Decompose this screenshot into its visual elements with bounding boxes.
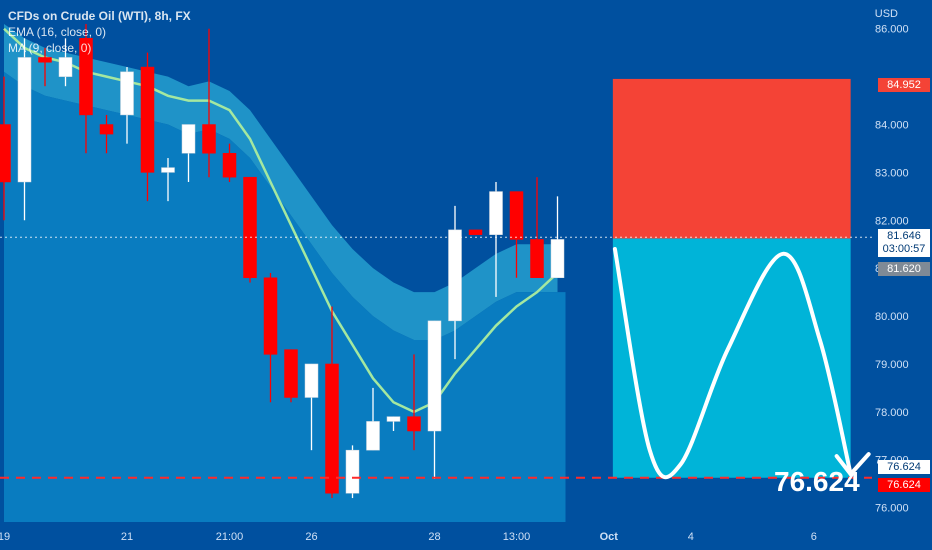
y-tick-label: 76.000 — [875, 503, 909, 515]
chart-legend: CFDs on Crude Oil (WTI), 8h, FX EMA (16,… — [8, 8, 191, 56]
x-axis-band — [0, 522, 932, 550]
stop-price-badge: 84.952 — [878, 78, 930, 92]
candle-body — [0, 124, 11, 183]
position-zone-layer — [612, 78, 851, 478]
candle-body — [427, 320, 442, 432]
candle-body — [17, 57, 32, 183]
x-tick-label: 6 — [811, 531, 817, 543]
currency-label: USD — [874, 8, 898, 20]
x-tick-label: 28 — [428, 531, 440, 543]
candle-body — [58, 57, 73, 77]
candle-body — [550, 239, 565, 279]
x-tick-label: 26 — [305, 531, 317, 543]
candle-body — [468, 229, 483, 235]
y-tick-label: 83.000 — [875, 167, 909, 179]
y-tick-label: 86.000 — [875, 24, 909, 36]
legend-symbol[interactable]: CFDs on Crude Oil (WTI), 8h, FX — [8, 9, 191, 23]
target-line-badge: 76.624 — [878, 478, 930, 492]
prev-close-badge: 81.620 — [878, 262, 930, 276]
projection-path — [612, 247, 853, 480]
candle-body — [79, 38, 93, 116]
target-price-badge: 76.624 — [878, 460, 930, 474]
y-tick-label: 79.000 — [875, 359, 909, 371]
price-lines-layer — [0, 236, 872, 479]
candle-body — [120, 71, 134, 116]
y-tick-label: 82.000 — [875, 215, 909, 227]
candle-body — [304, 363, 319, 398]
current-price-value: 81.646 — [887, 230, 921, 242]
projection-arrowhead — [834, 452, 871, 477]
candle-body — [386, 416, 401, 422]
target-annotation: 76.624 — [774, 466, 860, 497]
ma-line-layer — [3, 27, 559, 414]
candle-body — [161, 167, 175, 173]
x-tick-label: Oct — [600, 531, 619, 543]
stop-loss-zone — [612, 78, 851, 239]
projection-layer — [612, 247, 871, 480]
take-profit-zone — [612, 238, 851, 478]
candle-body — [38, 57, 52, 63]
legend-ema[interactable]: EMA (16, close, 0) — [8, 25, 107, 39]
candles-layer — [0, 23, 565, 499]
candle-body — [99, 124, 114, 135]
x-tick-label: 4 — [688, 531, 694, 543]
candle-body — [202, 124, 216, 154]
candle-body — [345, 449, 360, 494]
candle-body — [325, 363, 339, 494]
candle-body — [243, 176, 257, 279]
candle-body — [181, 124, 196, 154]
y-tick-label: 78.000 — [875, 407, 909, 419]
candle-body — [366, 421, 380, 451]
current-price-badge: 81.646 03:00:57 — [878, 229, 930, 257]
candle-body — [140, 66, 155, 173]
candle-body — [509, 191, 524, 240]
candle-body — [448, 229, 462, 322]
countdown-value: 03:00:57 — [882, 243, 926, 255]
candle-body — [222, 152, 237, 178]
candle-body — [284, 349, 298, 398]
y-tick-label: 80.000 — [875, 311, 909, 323]
x-tick-label: 21:00 — [216, 531, 244, 543]
x-tick-label: 21 — [121, 531, 133, 543]
candle-body — [530, 239, 544, 279]
candle-body — [489, 191, 503, 235]
y-tick-label: 84.000 — [875, 120, 909, 132]
x-tick-label: 19 — [0, 531, 10, 543]
x-tick-label: 13:00 — [503, 531, 531, 543]
ema-fill — [4, 71, 566, 522]
ma-line — [3, 27, 559, 414]
candle-body — [407, 416, 421, 432]
x-axis: 19 21 21:00 26 28 13:00 Oct 4 6 — [0, 522, 932, 550]
legend-ma[interactable]: MA (9, close, 0) — [8, 41, 92, 55]
candle-body — [263, 277, 278, 355]
